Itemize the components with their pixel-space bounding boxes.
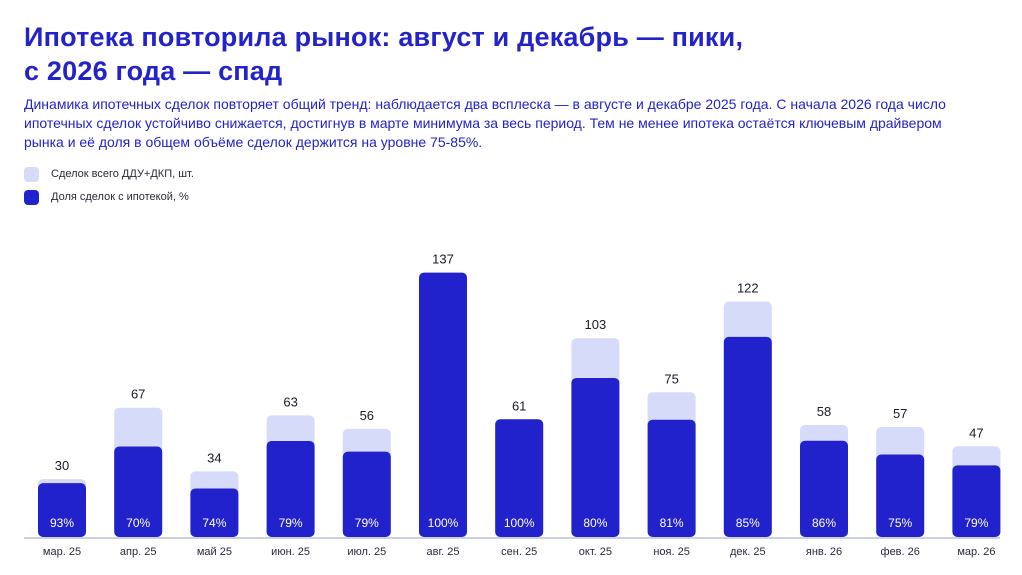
chart-legend: Сделок всего ДДУ+ДКП, шт. Доля сделок с … [24,166,194,212]
legend-label-mortgage: Доля сделок с ипотекой, % [51,191,189,203]
value-label-6: 61 [512,398,526,413]
x-tick-label-1: апр. 25 [120,546,157,558]
legend-swatch-total [24,166,39,182]
value-label-11: 57 [893,406,907,421]
percent-label-6: 100% [504,516,535,530]
value-label-2: 34 [207,450,221,465]
bar-mortgage-1 [114,446,163,537]
chart-subtitle: Динамика ипотечных сделок повторяет общи… [24,96,946,150]
x-tick-label-5: авг. 25 [427,546,460,558]
bar-mortgage-12 [952,465,1001,537]
value-label-8: 75 [664,371,678,386]
legend-item-total: Сделок всего ДДУ+ДКП, шт. [24,166,194,182]
bar-mortgage-6 [495,419,544,537]
percent-label-3: 79% [279,516,303,530]
percent-label-1: 70% [126,516,150,530]
x-tick-label-11: фев. 26 [881,546,920,558]
legend-item-mortgage: Доля сделок с ипотекой, % [24,189,194,205]
x-tick-label-4: июл. 25 [347,546,386,558]
bar-mortgage-4 [342,451,391,537]
chart-title-line-1: Ипотека повторила рынок: август и декабр… [24,22,744,52]
percent-label-2: 74% [202,516,226,530]
legend-swatch-mortgage [24,189,39,205]
value-label-4: 56 [360,408,374,423]
value-label-12: 47 [969,425,983,440]
percent-label-12: 79% [964,516,988,530]
x-tick-label-10: янв. 26 [806,546,842,558]
x-tick-label-0: мар. 25 [43,546,81,558]
percent-label-9: 85% [736,516,760,530]
bar-mortgage-3 [266,440,315,537]
value-label-7: 103 [585,317,607,332]
value-label-0: 30 [55,458,69,473]
bar-mortgage-11 [876,454,925,537]
value-label-10: 58 [817,404,831,419]
x-tick-label-6: сен. 25 [501,546,537,558]
percent-label-7: 80% [583,516,607,530]
percent-label-11: 75% [888,516,912,530]
legend-label-total: Сделок всего ДДУ+ДКП, шт. [51,168,194,180]
value-label-5: 137 [432,252,454,267]
percent-label-5: 100% [428,516,459,530]
bar-mortgage-9 [723,336,772,537]
percent-label-10: 86% [812,516,836,530]
bar-mortgage-0 [38,483,86,537]
percent-label-4: 79% [355,516,379,530]
bar-mortgage-10 [800,440,848,537]
x-tick-label-8: ноя. 25 [653,546,690,558]
percent-label-8: 81% [660,516,684,530]
chart-title-line-2: с 2026 года — спад [24,56,283,86]
x-tick-label-3: июн. 25 [271,546,310,558]
x-tick-label-9: дек. 25 [730,546,766,558]
x-tick-label-2: май 25 [197,546,232,558]
bar-mortgage-8 [647,419,696,537]
percent-label-0: 93% [50,516,74,530]
x-tick-label-7: окт. 25 [579,546,612,558]
bar-mortgage-2 [190,488,239,537]
bar-mortgage-5 [419,272,467,537]
x-tick-label-12: мар. 26 [957,546,995,558]
value-label-9: 122 [737,281,759,296]
bar-mortgage-7 [571,377,620,537]
value-label-1: 67 [131,387,145,402]
chart-title: Ипотека повторила рынок: август и декабр… [24,20,984,88]
value-label-3: 63 [283,394,297,409]
